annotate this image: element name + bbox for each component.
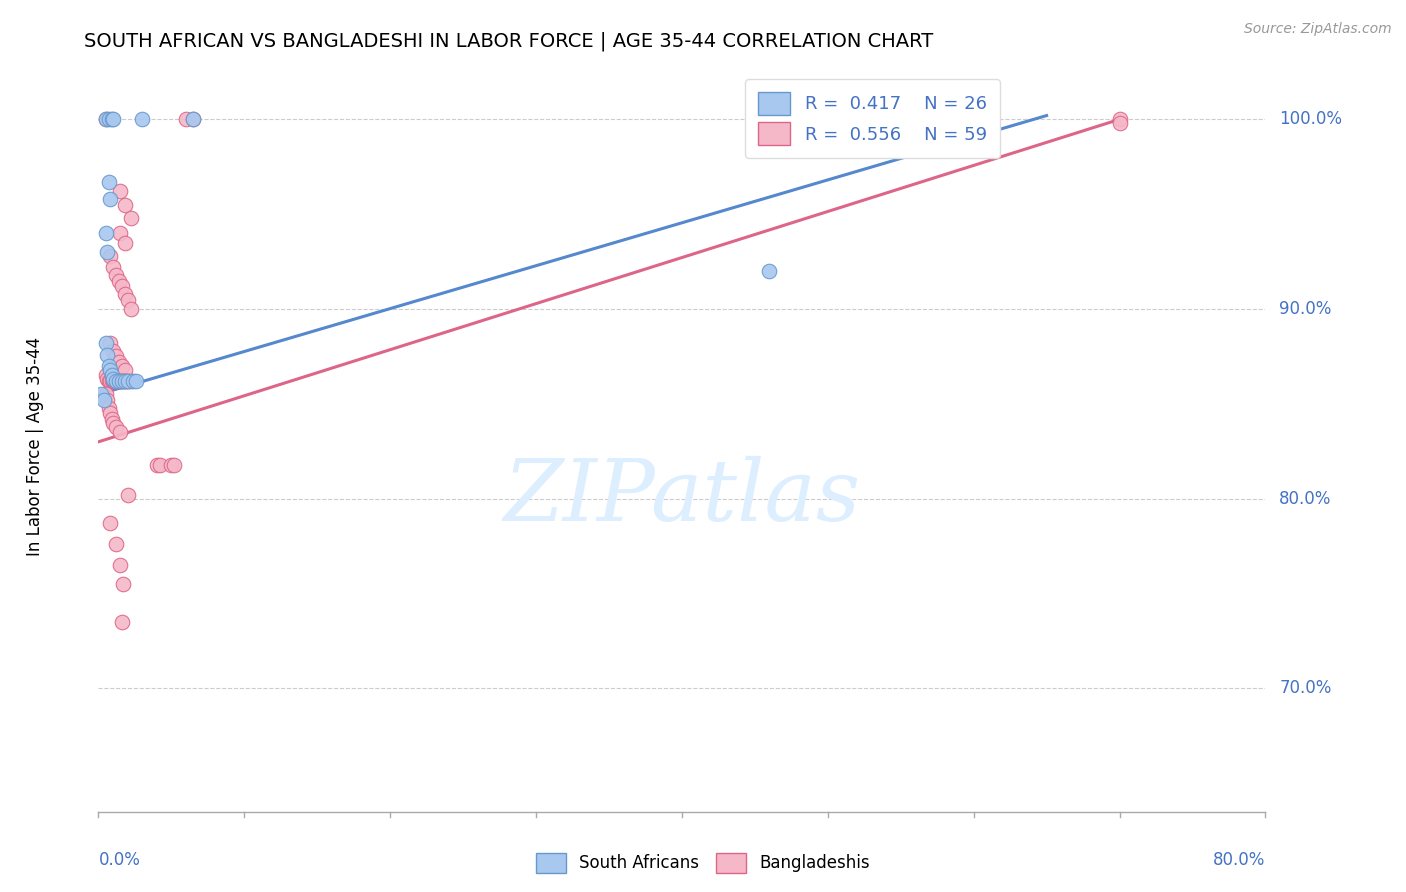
Point [111, 374, 134, 388]
Point [110, 374, 132, 388]
Text: SOUTH AFRICAN VS BANGLADESHI IN LABOR FORCE | AGE 35-44 CORRELATION CHART: SOUTH AFRICAN VS BANGLADESHI IN LABOR FO… [84, 31, 934, 51]
Text: 100.0%: 100.0% [1279, 111, 1343, 128]
Text: 0.0%: 0.0% [98, 851, 141, 869]
Point [94, 112, 117, 127]
Point [101, 372, 124, 386]
Point [104, 537, 127, 551]
Point [110, 185, 132, 199]
Point [98, 192, 121, 206]
Point [181, 112, 204, 127]
Point [100, 412, 122, 426]
Point [98, 249, 121, 263]
Point [100, 368, 122, 383]
Point [97, 401, 120, 415]
Point [1108, 112, 1130, 127]
Point [160, 458, 183, 472]
Legend: R =  0.417    N = 26, R =  0.556    N = 59: R = 0.417 N = 26, R = 0.556 N = 59 [745, 79, 1000, 158]
Point [101, 343, 124, 358]
Point [108, 274, 131, 288]
Point [104, 374, 127, 388]
Point [98, 374, 121, 388]
Point [98, 363, 121, 377]
Text: 80.0%: 80.0% [1279, 490, 1331, 508]
Point [114, 235, 136, 250]
Point [101, 416, 124, 430]
Point [98, 406, 121, 420]
Point [104, 268, 127, 282]
Point [149, 458, 172, 472]
Point [112, 374, 135, 388]
Point [114, 286, 136, 301]
Point [108, 355, 131, 369]
Text: 70.0%: 70.0% [1279, 680, 1331, 698]
Point [120, 301, 142, 316]
Point [98, 516, 121, 531]
Text: In Labor Force | Age 35-44: In Labor Force | Age 35-44 [27, 336, 44, 556]
Point [1108, 116, 1130, 130]
Point [181, 112, 204, 127]
Point [94, 387, 117, 401]
Point [117, 374, 139, 388]
Point [97, 175, 120, 189]
Point [94, 368, 117, 383]
Point [93, 393, 115, 408]
Point [114, 374, 136, 388]
Point [104, 350, 127, 364]
Point [112, 577, 135, 591]
Point [96, 393, 118, 408]
Point [97, 359, 120, 373]
Text: Source: ZipAtlas.com: Source: ZipAtlas.com [1244, 22, 1392, 37]
Point [110, 558, 132, 573]
Point [96, 372, 118, 386]
Point [98, 336, 121, 351]
Legend: South Africans, Bangladeshis: South Africans, Bangladeshis [529, 847, 877, 880]
Point [101, 112, 124, 127]
Point [115, 374, 138, 388]
Point [94, 336, 117, 351]
Point [94, 112, 117, 127]
Point [103, 374, 125, 388]
Point [104, 374, 127, 388]
Point [131, 112, 153, 127]
Point [108, 374, 131, 388]
Point [114, 374, 136, 388]
Point [111, 615, 134, 629]
Text: ZIPatlas: ZIPatlas [503, 456, 860, 539]
Point [108, 374, 131, 388]
Point [96, 245, 118, 260]
Point [117, 293, 139, 307]
Point [174, 112, 197, 127]
Point [117, 488, 139, 502]
Point [163, 458, 186, 472]
Point [111, 374, 134, 388]
Point [94, 226, 117, 240]
Point [104, 419, 127, 434]
Point [101, 374, 124, 388]
Point [758, 264, 780, 278]
Point [120, 211, 142, 225]
Point [111, 279, 134, 293]
Text: 90.0%: 90.0% [1279, 300, 1331, 318]
Point [97, 112, 120, 127]
Point [114, 197, 136, 211]
Point [120, 374, 142, 388]
Point [110, 425, 132, 440]
Point [111, 359, 134, 373]
Point [90, 387, 112, 401]
Point [146, 458, 169, 472]
Point [100, 112, 122, 127]
Point [96, 347, 118, 361]
Point [125, 374, 148, 388]
Point [100, 374, 122, 388]
Point [117, 374, 139, 388]
Point [101, 260, 124, 275]
Text: 80.0%: 80.0% [1213, 851, 1265, 869]
Point [114, 363, 136, 377]
Point [110, 226, 132, 240]
Point [97, 374, 120, 388]
Point [105, 374, 128, 388]
Point [122, 374, 145, 388]
